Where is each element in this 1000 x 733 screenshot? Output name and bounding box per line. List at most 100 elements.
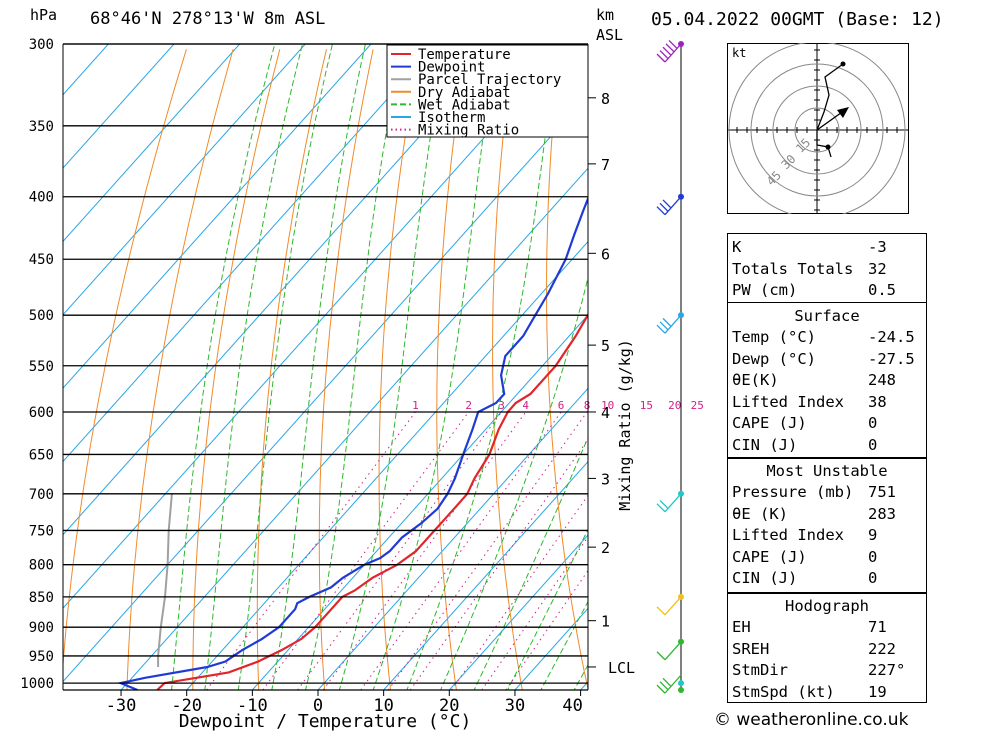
wet-adiabat-line xyxy=(271,44,366,690)
wind-barb xyxy=(656,196,682,216)
x-tick-label: 0 xyxy=(313,696,323,716)
legend-label: Mixing Ratio xyxy=(418,123,519,139)
row-value: 0 xyxy=(868,547,878,566)
row-label: K xyxy=(732,238,742,256)
copyright: © weatheronline.co.uk xyxy=(714,710,909,730)
most-unstable-row: CAPE (J) 0 xyxy=(728,547,928,569)
row-value: 19 xyxy=(868,682,887,701)
pressure-tick-label: 650 xyxy=(29,447,54,463)
hodograph-stats-title: Hodograph xyxy=(785,597,869,615)
most-unstable-row: Lifted Index 9 xyxy=(728,525,928,547)
mixing-ratio-line xyxy=(262,411,470,690)
wet-adiabat-line xyxy=(372,44,497,690)
pressure-tick-label: 850 xyxy=(29,590,54,606)
legend-label: Isotherm xyxy=(418,110,485,126)
row-value: 248 xyxy=(868,371,896,390)
row-value: -27.5 xyxy=(868,349,915,368)
hodograph-ring xyxy=(728,43,906,214)
surface-row: θE(K) 248 xyxy=(728,370,928,392)
forecast-date: 05.04.2022 00GMT (Base: 12) xyxy=(651,9,944,30)
most-unstable-row: Pressure (mb) 751 xyxy=(728,482,928,504)
indices-row: PW (cm) 0.5 xyxy=(728,280,928,302)
isotherm-line xyxy=(120,167,588,690)
dry-adiabat-line xyxy=(933,49,1000,690)
altitude-tick-label: 6 xyxy=(601,245,610,263)
wind-level-dot xyxy=(678,687,684,693)
row-value: -3 xyxy=(868,238,887,256)
mixing-ratio-label: 2 xyxy=(465,399,472,412)
wind-barb xyxy=(656,39,682,63)
pressure-tick-label: 350 xyxy=(29,119,54,135)
wet-adiabat-line xyxy=(204,44,303,690)
isotherm-line xyxy=(63,44,437,463)
surface-table: Temp (°C) -24.5 Dewp (°C) -27.5 θE(K) 248 Lift… xyxy=(728,327,928,457)
dry-adiabat-line xyxy=(192,49,281,690)
row-value: 32 xyxy=(868,259,887,278)
row-label: θE(K) xyxy=(732,371,779,390)
legend-label: Dewpoint xyxy=(418,60,485,76)
indices-box: K -3 Totals Totals 32 PW (cm) 0.5 xyxy=(727,233,927,303)
most-unstable-row: CIN (J) 0 xyxy=(728,568,928,590)
row-value: 222 xyxy=(868,639,896,658)
pressure-tick-label: 400 xyxy=(29,190,54,206)
storm-motion-arrowhead xyxy=(837,107,849,118)
pressure-tick-label: 500 xyxy=(29,308,54,324)
dry-adiabat-line xyxy=(492,49,523,690)
isotherm-line xyxy=(251,314,588,690)
indices-row: K -3 xyxy=(728,237,928,259)
wind-level-dot xyxy=(678,680,684,687)
pressure-tick-label: 750 xyxy=(29,523,54,539)
wet-adiabat-line xyxy=(440,275,588,690)
isotherm-line xyxy=(63,44,109,96)
row-label: StmSpd (kt) xyxy=(732,682,835,701)
isotherm-line xyxy=(448,534,588,690)
indices-row: Totals Totals 32 xyxy=(728,259,928,281)
row-value: 0 xyxy=(868,569,878,588)
surface-row: CAPE (J) 0 xyxy=(728,413,928,435)
row-value: 227° xyxy=(868,661,906,680)
row-value: 9 xyxy=(868,526,878,545)
hodograph-point xyxy=(825,144,831,150)
pressure-tick-label: 1000 xyxy=(20,676,54,692)
mixing-ratio-line xyxy=(409,438,588,690)
legend-label: Dry Adiabat xyxy=(418,85,511,101)
row-label: StmDir xyxy=(732,661,788,680)
indices-table: K -3 Totals Totals 32 PW (cm) 0.5 xyxy=(728,237,928,302)
altitude-tick-label: 2 xyxy=(601,539,610,557)
mixing-ratio-line xyxy=(297,411,502,690)
pressure-unit-label: hPa xyxy=(30,6,58,24)
legend-box xyxy=(386,44,589,138)
hodo-stats-row: SREH 222 xyxy=(728,639,928,661)
hodo-stats-row: EH 71 xyxy=(728,617,928,639)
most-unstable-table: Pressure (mb) 751 θE (K) 283 Lifted Index 9 CA… xyxy=(728,482,928,590)
pressure-tick-label: 700 xyxy=(29,487,54,503)
row-label: θE (K) xyxy=(732,504,788,523)
row-label: Pressure (mb) xyxy=(732,483,854,501)
hodograph-ring xyxy=(750,63,884,197)
row-label: Dewp (°C) xyxy=(732,349,816,368)
pressure-tick-label: 450 xyxy=(29,252,54,268)
isotherm-line xyxy=(63,44,241,243)
mixing-ratio-label: 8 xyxy=(584,399,591,412)
mixing-ratio-label: 3 xyxy=(498,399,505,412)
hodograph-ring xyxy=(794,107,840,153)
isotherm-line xyxy=(317,387,588,690)
pressure-tick-label: 950 xyxy=(29,649,54,665)
pressure-tick-label: 300 xyxy=(29,37,54,53)
row-label: CAPE (J) xyxy=(732,547,807,566)
dry-adiabat-line xyxy=(126,49,234,690)
mixing-ratio-line xyxy=(387,411,588,690)
altitude-tick-label: 7 xyxy=(601,156,610,174)
x-tick-label: 10 xyxy=(373,696,393,716)
altitude-tick-label: 1 xyxy=(601,613,610,631)
row-value: 71 xyxy=(868,618,887,636)
dry-adiabat-line xyxy=(650,49,721,690)
row-label: Temp (°C) xyxy=(732,328,816,346)
altitude-tick-label: 8 xyxy=(601,90,610,108)
mixing-ratio-label: 6 xyxy=(558,399,565,412)
wet-adiabat-line xyxy=(237,44,333,690)
mixing-ratio-label: 1 xyxy=(412,399,419,412)
dewpoint-profile xyxy=(116,195,588,690)
row-value: 0 xyxy=(868,414,878,433)
